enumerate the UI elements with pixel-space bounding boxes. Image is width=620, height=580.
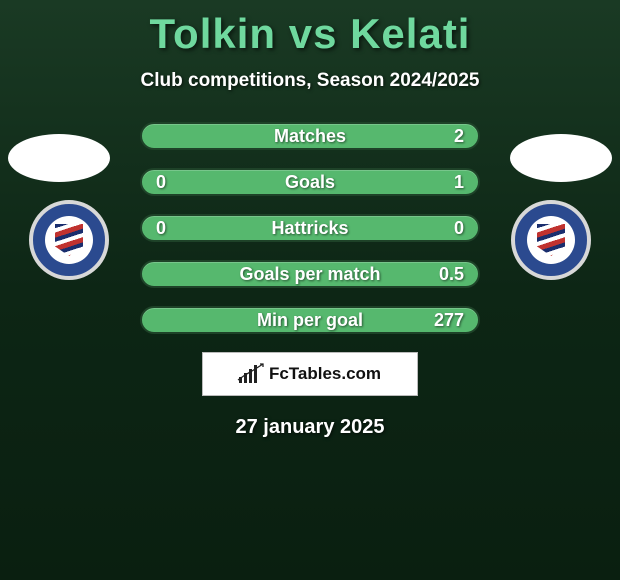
- badge-inner-circle: [45, 216, 93, 264]
- stat-label: Goals: [142, 172, 478, 193]
- stat-label: Min per goal: [142, 310, 478, 331]
- stat-row-hattricks: 0 Hattricks 0: [140, 214, 480, 242]
- brand-text: FcTables.com: [269, 364, 381, 384]
- badge-flag-icon: [55, 224, 83, 256]
- badge-inner-circle: [527, 216, 575, 264]
- badge-outer-ring: [511, 200, 591, 280]
- stat-row-goals-per-match: Goals per match 0.5: [140, 260, 480, 288]
- comparison-area: Matches 2 0 Goals 1 0 Hattricks 0 Goals …: [0, 122, 620, 439]
- club-badge-right: [502, 200, 600, 280]
- bar-chart-icon: [239, 365, 263, 383]
- subtitle: Club competitions, Season 2024/2025: [0, 70, 620, 92]
- date-label: 27 january 2025: [0, 416, 620, 439]
- stat-label: Matches: [142, 126, 478, 147]
- stat-row-min-per-goal: Min per goal 277: [140, 306, 480, 334]
- stat-label: Hattricks: [142, 218, 478, 239]
- player-photo-left: [8, 134, 110, 182]
- badge-outer-ring: [29, 200, 109, 280]
- badge-flag-icon: [537, 224, 565, 256]
- stats-bars: Matches 2 0 Goals 1 0 Hattricks 0 Goals …: [140, 122, 480, 334]
- stat-row-matches: Matches 2: [140, 122, 480, 150]
- brand-box[interactable]: FcTables.com: [202, 352, 418, 396]
- stat-row-goals: 0 Goals 1: [140, 168, 480, 196]
- club-badge-left: [20, 200, 118, 280]
- page-title: Tolkin vs Kelati: [0, 0, 620, 58]
- stat-label: Goals per match: [142, 264, 478, 285]
- player-photo-right: [510, 134, 612, 182]
